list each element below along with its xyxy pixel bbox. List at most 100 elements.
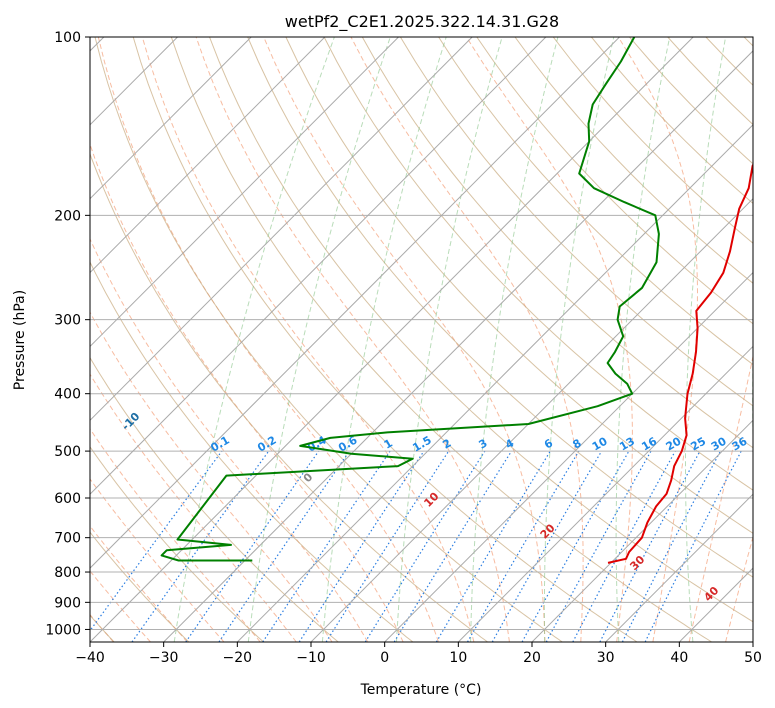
mixing-ratio-line: [218, 450, 350, 642]
isotherm-line: [90, 37, 473, 422]
y-tick-label: 600: [54, 491, 81, 507]
mixing-ratio-line: [572, 450, 676, 642]
y-tick-label: 800: [54, 565, 81, 581]
x-tick-label: −40: [75, 650, 105, 666]
moist-adiabat-line: [90, 142, 404, 642]
mixing-ratio-line: [393, 450, 513, 642]
y-tick-label: 700: [54, 531, 81, 547]
dry-adiabat-line: [552, 37, 753, 244]
isotherm-line: [531, 419, 753, 642]
moist-adiabat-label: 0: [301, 470, 316, 485]
isotherm-line: [310, 197, 753, 642]
y-tick-label: 1000: [45, 622, 81, 638]
mixing-ratio-line: [325, 450, 450, 642]
y-axis-ticks: 100 200 300 400 500 600 700 800 900 1000: [45, 30, 90, 638]
isotherm-line: [90, 37, 252, 200]
dry-adiabat-line: [90, 260, 414, 642]
x-axis-label: Temperature (°C): [360, 682, 482, 698]
isotherm-line: [384, 271, 753, 642]
dry-adiabat-line: [90, 356, 339, 642]
mixing-ratio-line: [644, 450, 742, 642]
dry-adiabat-line: [132, 37, 638, 642]
isotherm-line: [678, 567, 753, 642]
isobar-grid: [90, 37, 753, 630]
dry-adiabat-line: [247, 37, 753, 578]
moist-adiabat-line: [617, 37, 699, 642]
moist-adiabat-line: [762, 37, 775, 642]
profile-line: [607, 162, 753, 564]
mixing-ratio-line: [185, 450, 320, 642]
mixing-ratio-label: 6: [542, 436, 555, 451]
dashed-guide-line: [396, 37, 503, 642]
chart-title: wetPf2_C2E1.2025.322.14.31.G28: [285, 12, 559, 32]
y-tick-label: 500: [54, 444, 81, 460]
dry-adiabat-line: [476, 37, 753, 325]
dry-adiabat-label: -10: [119, 410, 142, 433]
moist-adiabat-line: [688, 354, 753, 642]
dry-adiabat-line: [667, 37, 753, 126]
x-tick-label: 20: [523, 650, 541, 666]
dry-adiabat-line: [90, 446, 264, 642]
dry-adiabat-line: [94, 37, 563, 642]
dashed-guide-line: [543, 37, 615, 642]
moist-adiabats: [90, 37, 775, 642]
moist-adiabat-label: 20: [538, 521, 558, 541]
mixing-ratio-line: [545, 450, 652, 642]
moist-adiabat-line: [725, 535, 753, 642]
mixing-ratio-label: 3: [477, 437, 490, 452]
moist-adiabat-line: [263, 37, 546, 642]
moist-adiabat-line: [90, 525, 188, 642]
mixing-ratio-line: [435, 450, 551, 642]
mixing-ratio-lines: [90, 450, 742, 642]
plot-frame: [89, 36, 754, 643]
x-tick-label: 50: [744, 650, 762, 666]
moist-adiabat-line: [90, 311, 333, 642]
dry-adiabats: [90, 37, 753, 642]
dry-adiabat-line: [209, 37, 753, 623]
dashed-guide-line: [470, 37, 559, 642]
isotherm-line: [752, 641, 753, 642]
isotherm-line: [90, 37, 547, 495]
dry-adiabat-line: [90, 531, 190, 642]
moist-adiabat-line: [97, 37, 439, 642]
moist-adiabat-line: [90, 427, 261, 642]
mixing-ratio-line: [599, 450, 701, 642]
dry-adiabat-line: [361, 37, 753, 449]
x-tick-label: −10: [296, 650, 326, 666]
dry-adiabat-line: [705, 37, 753, 86]
isotherm-line: [90, 37, 326, 274]
plot-area: -100-90-80-70-60-50-40-30-20-100.10.20.4…: [90, 37, 775, 642]
dashed-guide-line: [752, 340, 753, 457]
x-tick-label: 0: [380, 650, 389, 666]
isotherm-line: [90, 37, 399, 348]
mixing-ratio-label: 2: [440, 437, 453, 452]
moist-adiabat-line: [90, 373, 297, 642]
mixing-ratio-line: [262, 450, 391, 642]
profile-line: [160, 37, 660, 562]
y-tick-label: 900: [54, 595, 81, 611]
y-tick-label: 100: [54, 30, 81, 46]
isotherm-grid: [90, 37, 753, 642]
isotherm-line: [605, 493, 753, 642]
moist-adiabat-label: 10: [421, 490, 441, 510]
y-axis-label: Pressure (hPa): [12, 290, 28, 390]
dry-adiabat-line: [743, 37, 753, 47]
moist-adiabat-line: [90, 237, 369, 642]
mixing-ratio-line: [521, 450, 630, 642]
x-tick-label: −30: [149, 650, 179, 666]
dry-adiabat-line: [591, 37, 753, 205]
isotherm-line: [236, 124, 753, 642]
dashed-guide-line: [615, 37, 671, 642]
moist-adiabat-label: 40: [701, 584, 721, 604]
dry-adiabat-line: [90, 152, 488, 642]
line-labels: -100-90-80-70-60-50-40-30-20-100.10.20.4…: [119, 410, 749, 604]
dry-adiabat-line: [438, 37, 753, 366]
dashed-guide-line: [247, 37, 391, 642]
x-tick-label: −20: [223, 650, 253, 666]
dry-adiabat-line: [285, 37, 753, 534]
dashed-guide-line: [173, 37, 335, 642]
y-tick-label: 400: [54, 387, 81, 403]
x-axis-ticks: −40 −30 −20 −10 0 10 20 30 40 50: [75, 642, 762, 666]
dry-adiabat-line: [514, 37, 753, 284]
